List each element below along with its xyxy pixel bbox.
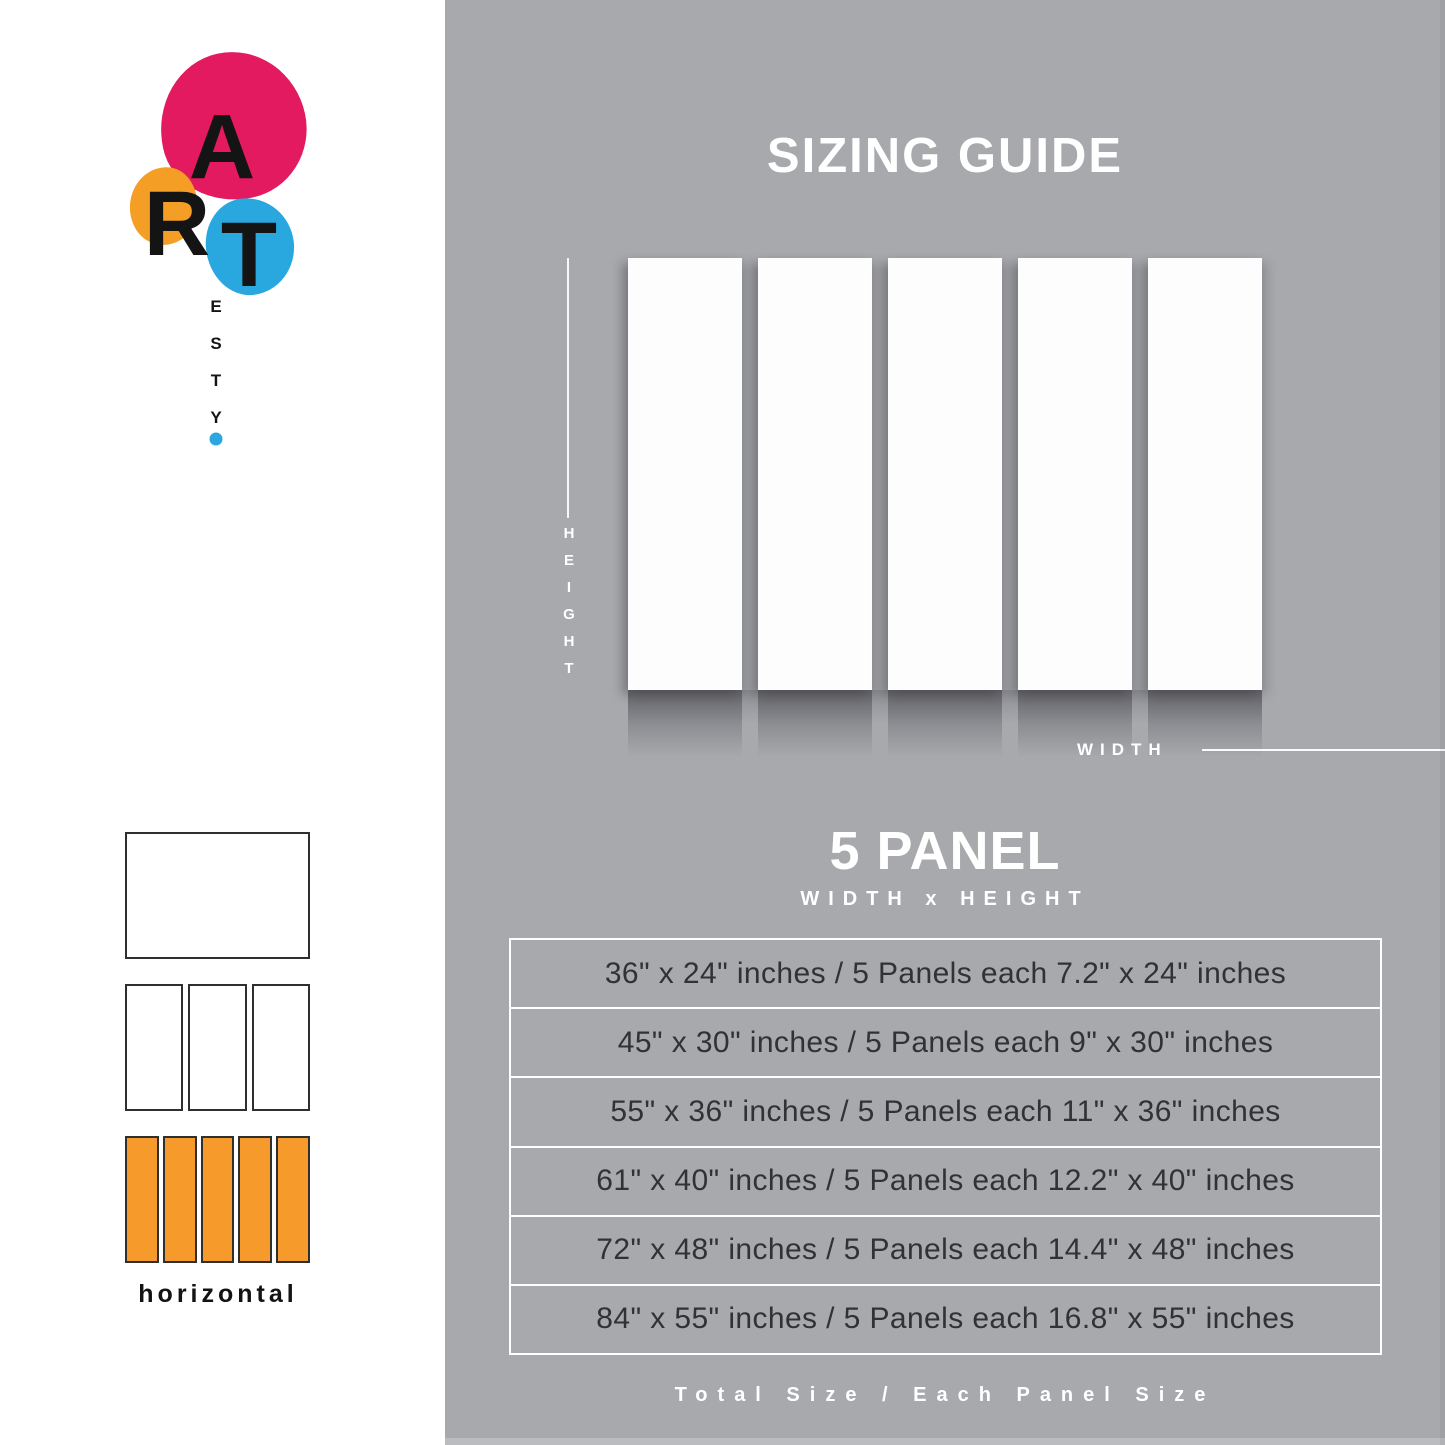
layout-variant-1-panel [125,832,310,959]
thumb-panel [162,1136,197,1263]
panel-reflections [628,690,1262,772]
panel-diagram [628,258,1262,690]
panel-shadow [1148,690,1262,772]
diagram-panel [1148,258,1262,690]
height-axis-line [567,258,569,518]
size-table-row: 72" x 48" inches / 5 Panels each 14.4" x… [511,1217,1380,1286]
thumb-panel [200,1136,235,1263]
thumb-panel [276,1136,310,1263]
panel-count-heading: 5 PANEL [829,821,1061,881]
panel-shadow [1018,690,1132,772]
size-table-row: 61" x 40" inches / 5 Panels each 12.2" x… [511,1148,1380,1217]
width-axis-line [1202,749,1445,751]
page-title: SIZING GUIDE [766,129,1124,183]
thumb-panel [238,1136,273,1263]
panel-shadow [888,690,1002,772]
diagram-panel [628,258,742,690]
size-table-row: 45" x 30" inches / 5 Panels each 9" x 30… [511,1009,1380,1079]
layout-variants [125,832,310,1263]
logo-letter-r: R [143,173,211,275]
thumb-panel [251,984,310,1111]
diagram-panel [888,258,1002,690]
thumb-panel [125,1136,159,1263]
logo-letter-t: T [220,204,278,306]
logo-letter-a: A [188,96,256,198]
diagram-panel [758,258,872,690]
panel-shadow [758,690,872,772]
layout-variant-3-panel [125,984,310,1111]
table-legend: Total Size / Each Panel Size [674,1384,1216,1406]
size-table-row: 36" x 24" inches / 5 Panels each 7.2" x … [511,940,1380,1010]
orientation-label: horizontal [138,1280,298,1308]
size-table: 36" x 24" inches / 5 Panels each 7.2" x … [509,938,1382,1355]
thumb-panel [125,832,310,959]
logo-dot-icon [209,432,223,446]
panel-dimension-subheading: WIDTH x HEIGHT [800,888,1090,910]
size-table-row: 55" x 36" inches / 5 Panels each 11" x 3… [511,1078,1380,1148]
diagram-panel [1018,258,1132,690]
thumb-panel [188,984,247,1111]
panel-shadow [628,690,742,772]
thumb-panel [125,984,184,1111]
size-table-row: 84" x 55" inches / 5 Panels each 16.8" x… [596,1302,1295,1336]
layout-variant-5-panel [125,1136,310,1263]
width-axis-label: WIDTH [1077,740,1168,759]
